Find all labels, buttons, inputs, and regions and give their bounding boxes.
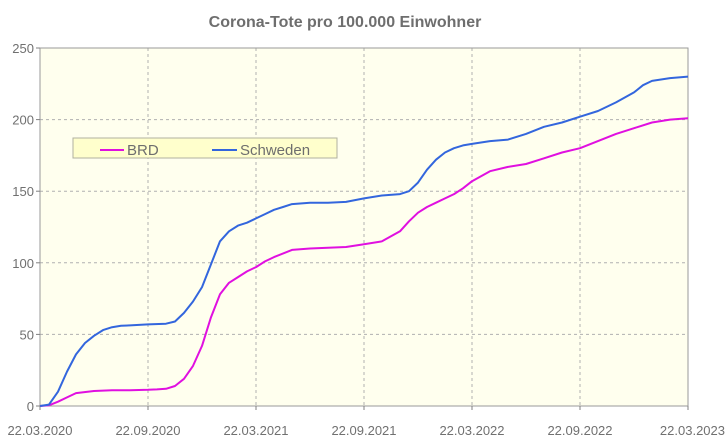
plot-area: [40, 48, 688, 406]
x-axis-ticks: 22.03.2020 22.09.2020 22.03.2021 22.09.2021…: [7, 406, 725, 438]
y-tick-label: 0: [27, 399, 34, 414]
x-tick-label: 22.09.2021: [331, 423, 396, 438]
series-lines: [39, 75, 689, 407]
series-line-schweden: [39, 75, 689, 407]
x-tick-label: 22.09.2022: [547, 423, 612, 438]
legend-label-schweden: Schweden: [240, 142, 310, 159]
y-tick-label: 250: [12, 41, 34, 56]
x-tick-label: 22.03.2023: [660, 423, 725, 438]
y-axis-ticks: 0 50 100 150 200 250: [12, 41, 40, 414]
x-tick-label: 22.03.2020: [7, 423, 72, 438]
chart-title: Corona-Tote pro 100.000 Einwohner: [209, 14, 482, 31]
legend-box: [72, 137, 338, 159]
x-tick-label: 22.03.2022: [439, 423, 504, 438]
y-tick-label: 200: [12, 113, 34, 128]
y-tick-label: 50: [20, 327, 34, 342]
y-tick-label: 100: [12, 256, 34, 271]
legend-label-brd: BRD: [127, 142, 159, 159]
series-line-brd: [39, 117, 689, 407]
x-tick-label: 22.03.2021: [223, 423, 288, 438]
x-tick-label: 22.09.2020: [115, 423, 180, 438]
legend: BRD Schweden: [72, 137, 338, 159]
y-tick-label: 150: [12, 184, 34, 199]
